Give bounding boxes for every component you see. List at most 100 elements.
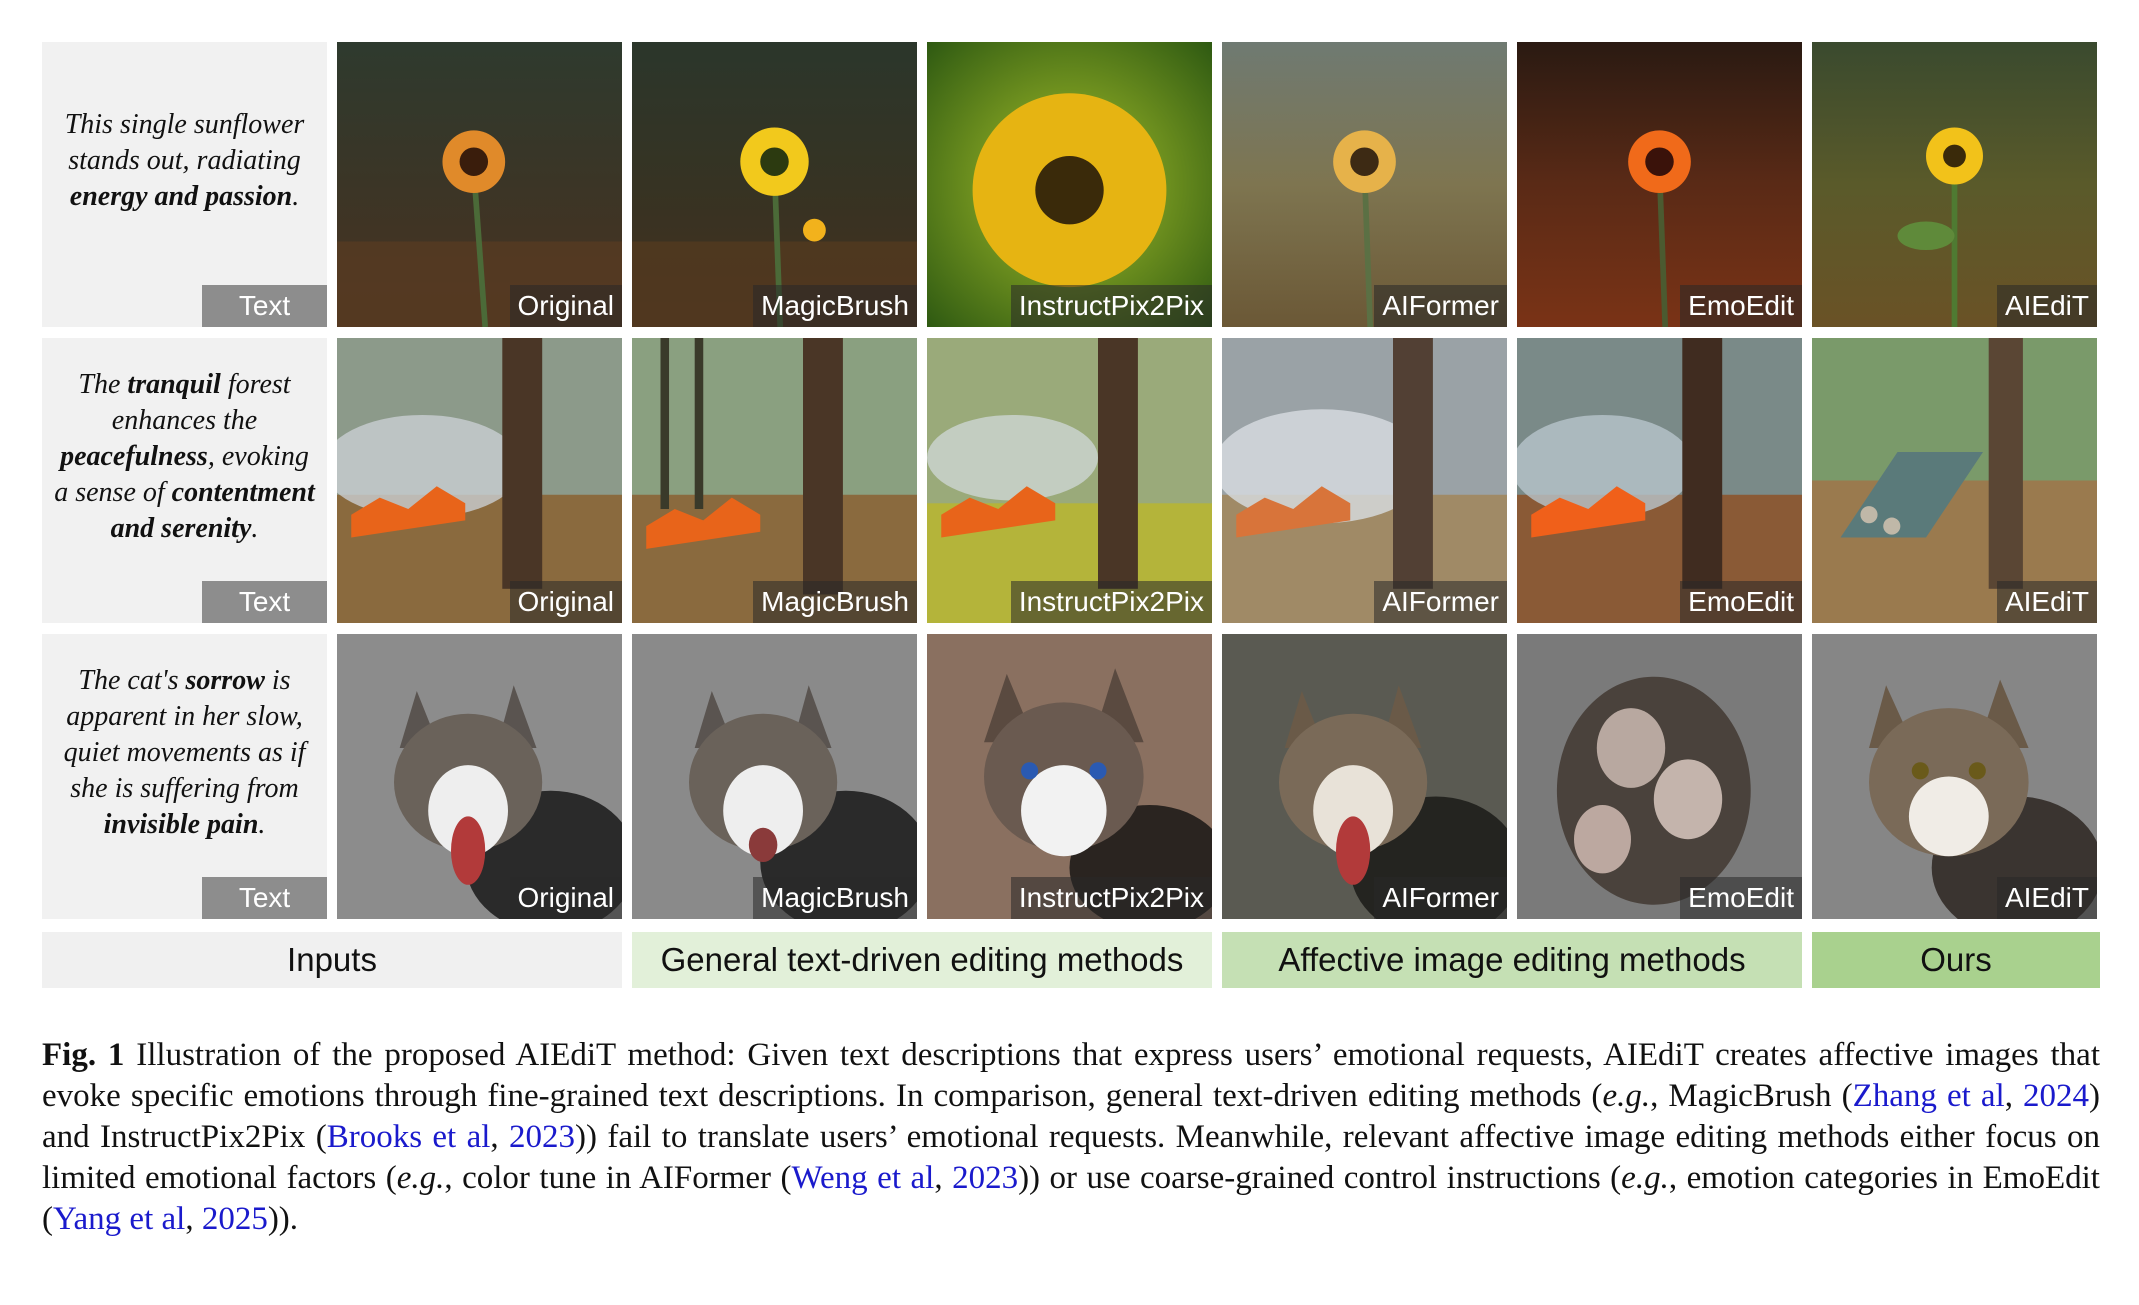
citation-link[interactable]: 2025 (201, 1201, 268, 1237)
figure-row-cat: The cat's sorrow is apparent in her slow… (42, 634, 2100, 919)
method-label: AIFormer (1374, 877, 1507, 919)
image-original: Original (337, 338, 622, 623)
method-label: EmoEdit (1680, 877, 1802, 919)
citation-link[interactable]: 2023 (952, 1160, 1019, 1196)
prompt-fragment: The cat's (78, 664, 186, 696)
prompt-text: The cat's sorrow is apparent in her slow… (50, 634, 319, 871)
image-aiedit: AIEdiT (1812, 634, 2097, 919)
sunflower-photo (337, 42, 622, 327)
prompt-emphasis: sorrow (185, 664, 265, 696)
prompt-fragment: The (78, 368, 128, 400)
image-aiformer: AIFormer (1222, 42, 1507, 327)
method-label: InstructPix2Pix (1010, 285, 1212, 327)
method-label: EmoEdit (1680, 581, 1802, 623)
image-instructpix2pix: InstructPix2Pix (927, 42, 1212, 327)
image-instructpix2pix: InstructPix2Pix (927, 634, 1212, 919)
citation-link[interactable]: Brooks et al (326, 1119, 491, 1155)
forest-photo (632, 338, 917, 623)
text-tag: Text (202, 285, 327, 327)
image-aiedit: AIEdiT (1812, 42, 2097, 327)
group-general-methods: General text-driven editing methods (632, 932, 1212, 988)
sunflower-photo (1812, 42, 2097, 327)
group-legend: Inputs General text-driven editing metho… (42, 932, 2100, 988)
figure-row-forest: The tranquil forest enhances the peacefu… (42, 338, 2100, 623)
image-magicbrush: MagicBrush (632, 42, 917, 327)
prompt-body: The cat's sorrow is apparent in her slow… (50, 663, 319, 843)
cat-photo (1812, 634, 2097, 919)
citation-link[interactable]: 2023 (509, 1119, 576, 1155)
method-label: AIFormer (1374, 285, 1507, 327)
caption-text: )) fail to translate users’ emotional re… (42, 1119, 2100, 1196)
image-magicbrush: MagicBrush (632, 338, 917, 623)
citation-link[interactable]: 2024 (2023, 1078, 2090, 1114)
caption-text: , (185, 1201, 202, 1237)
caption-text: )). (267, 1201, 299, 1237)
image-aiformer: AIFormer (1222, 338, 1507, 623)
method-label: Original (509, 581, 622, 623)
image-magicbrush: MagicBrush (632, 634, 917, 919)
caption-italic: e.g. (396, 1160, 445, 1196)
citation-link[interactable]: Zhang et al (1852, 1078, 2005, 1114)
caption-text: , (490, 1119, 510, 1155)
forest-photo (337, 338, 622, 623)
prompt-emphasis: contentment and serenity (110, 476, 315, 544)
caption-text: ) and InstructPix2Pix ( (42, 1078, 2101, 1155)
group-affective-methods: Affective image editing methods (1222, 932, 1802, 988)
method-label: AIEdiT (1996, 285, 2097, 327)
citation-link[interactable]: Weng et al (791, 1160, 935, 1196)
image-emoedit: EmoEdit (1517, 634, 1802, 919)
prompt-fragment: . (292, 180, 300, 212)
image-emoedit: EmoEdit (1517, 42, 1802, 327)
image-instructpix2pix: InstructPix2Pix (927, 338, 1212, 623)
group-ours: Ours (1812, 932, 2100, 988)
prompt-cell: The cat's sorrow is apparent in her slow… (42, 634, 327, 919)
method-label: AIEdiT (1996, 581, 2097, 623)
prompt-fragment: , evoking a sense of (54, 440, 309, 508)
method-label: MagicBrush (753, 285, 917, 327)
sunflower-photo (632, 42, 917, 327)
method-label: InstructPix2Pix (1010, 877, 1212, 919)
sunflower-photo (1222, 42, 1507, 327)
method-label: AIEdiT (1996, 877, 2097, 919)
caption-italic: e.g. (1621, 1160, 1669, 1196)
sunflower-photo (927, 42, 1212, 327)
group-inputs: Inputs (42, 932, 622, 988)
prompt-fragment: forest enhances the (111, 368, 291, 436)
method-label: MagicBrush (753, 581, 917, 623)
prompt-emphasis: tranquil (127, 368, 221, 400)
caption-body: Illustration of the proposed AIEdiT meth… (42, 1037, 2100, 1237)
caption-text: , color tune in AIFormer ( (444, 1160, 792, 1196)
prompt-cell: This single sunflower stands out, radiat… (42, 42, 327, 327)
text-tag: Text (202, 877, 327, 919)
method-label: InstructPix2Pix (1010, 581, 1212, 623)
caption-text: )) or use coarse-grained control instruc… (1018, 1160, 1622, 1196)
prompt-body: This single sunflower stands out, radiat… (50, 107, 319, 215)
figure-caption: Fig. 1 Illustration of the proposed AIEd… (42, 1035, 2100, 1240)
method-label: MagicBrush (753, 877, 917, 919)
caption-text: , MagicBrush ( (1650, 1078, 1853, 1114)
method-label: Original (509, 285, 622, 327)
prompt-fragment: This single sunflower stands out, radiat… (64, 108, 305, 176)
figure-number: Fig. 1 (42, 1037, 125, 1073)
method-label: Original (509, 877, 622, 919)
sunflower-photo (1517, 42, 1802, 327)
prompt-text: The tranquil forest enhances the peacefu… (50, 338, 319, 575)
caption-text: , (2004, 1078, 2024, 1114)
prompt-text: This single sunflower stands out, radiat… (50, 42, 319, 279)
image-aiedit: AIEdiT (1812, 338, 2097, 623)
prompt-fragment: is apparent in her slow, quiet movements… (63, 664, 306, 804)
prompt-emphasis: invisible pain (103, 808, 259, 840)
image-emoedit: EmoEdit (1517, 338, 1802, 623)
image-aiformer: AIFormer (1222, 634, 1507, 919)
image-original: Original (337, 634, 622, 919)
prompt-emphasis: energy and passion (69, 180, 293, 212)
caption-text: , emotion categories in EmoEdit ( (42, 1160, 2100, 1237)
citation-link[interactable]: Yang et al (53, 1201, 186, 1237)
cat-photo (1517, 634, 1802, 919)
method-label: EmoEdit (1680, 285, 1802, 327)
forest-photo (1517, 338, 1802, 623)
cat-photo (927, 634, 1212, 919)
prompt-emphasis: peacefulness (60, 440, 208, 472)
cat-photo (632, 634, 917, 919)
method-label: AIFormer (1374, 581, 1507, 623)
